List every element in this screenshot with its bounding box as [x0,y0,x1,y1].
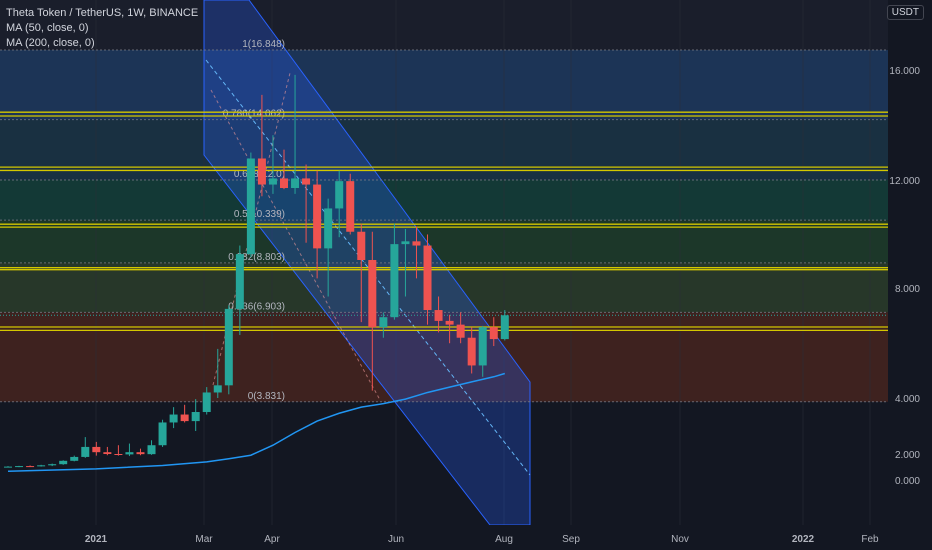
candle-body [291,178,300,189]
candle-body [467,337,476,366]
y-axis-bg [888,0,932,550]
candle-body [202,392,211,413]
candle-body [114,454,123,455]
candle-body [302,178,311,185]
candle-body [445,320,454,325]
candle-body [81,446,90,457]
x-tick-label: Apr [264,534,280,545]
candle-body [15,466,24,468]
candle-body [412,241,421,246]
candle-body [147,445,156,455]
candle-body [346,181,355,232]
candles [4,74,509,468]
candle-body [59,460,68,465]
candle-body [390,244,399,318]
candle-body [489,327,498,340]
candle-body [213,385,222,393]
x-axis-bg [0,525,932,550]
y-tick-label: 16.000 [889,66,920,77]
ma-200-line [7,372,506,472]
fib-label: 0.236(6.903) [228,301,285,312]
y-tick-label: 8.000 [895,284,920,295]
candle-body [191,412,200,422]
candle-body [368,260,377,328]
x-tick-label: 2021 [85,534,108,545]
fib-label: 0.382(8.803) [228,252,285,263]
candle-body [37,465,46,467]
channel-midline [205,59,531,476]
fib-zone [0,180,888,221]
symbol-title[interactable]: Theta Token / TetherUS, 1W, BINANCE [6,7,199,19]
candle-body [280,178,288,189]
candle-body [434,310,443,321]
candle-body [224,308,233,386]
chart-legend[interactable]: Theta Token / TetherUS, 1W, BINANCE MA (… [6,6,198,51]
candle-body [335,181,344,209]
ma-line [7,372,506,472]
x-tick-label: Aug [495,534,513,545]
candle-body [235,254,244,309]
candle-body [478,327,487,366]
fib-label: 0(3.831) [248,391,285,402]
zone-top [0,0,888,51]
candle-body [246,158,255,255]
candle-body [500,315,509,340]
y-tick-label: 2.000 [895,450,920,461]
trend-dashed [210,89,381,401]
y-tick-label: 4.000 [895,394,920,405]
candle-body [125,452,134,455]
candle-body [26,466,35,468]
candle-body [379,317,388,328]
candle-body [456,324,465,338]
candle-body [257,158,266,185]
ma50-label[interactable]: MA (50, close, 0) [6,22,89,34]
candle-body [401,241,410,245]
y-tick-label: 12.000 [889,176,920,187]
candle-body [180,414,189,422]
x-tick-label: 2022 [792,534,815,545]
candle-body [92,446,101,453]
candle-body [4,466,12,468]
ma200-label[interactable]: MA (200, close, 0) [6,37,95,49]
candle-body [158,422,167,446]
fib-label: 0.5(10.339) [234,209,285,220]
candle-body [136,452,145,455]
x-tick-label: Nov [671,534,689,545]
candle-body [268,178,277,185]
candle-body [70,456,79,461]
candle-body [48,464,57,466]
candle-body [423,245,432,311]
x-tick-label: Mar [195,534,213,545]
x-tick-label: Feb [861,534,879,545]
fib-label: 0.786(14.062) [223,109,285,120]
candle-body [313,184,322,249]
candle-body [103,452,112,454]
fib-label: 1(16.848) [242,39,285,50]
x-tick-label: Jun [388,534,404,545]
currency-unit-badge[interactable]: USDT [886,5,924,20]
y-tick-label: 0.000 [895,476,920,487]
fib-zone [0,262,888,313]
candle-body [357,231,366,261]
fib-zone [0,50,888,120]
x-tick-label: Sep [562,534,580,545]
candle-body [324,208,333,249]
candle-body [169,414,178,423]
